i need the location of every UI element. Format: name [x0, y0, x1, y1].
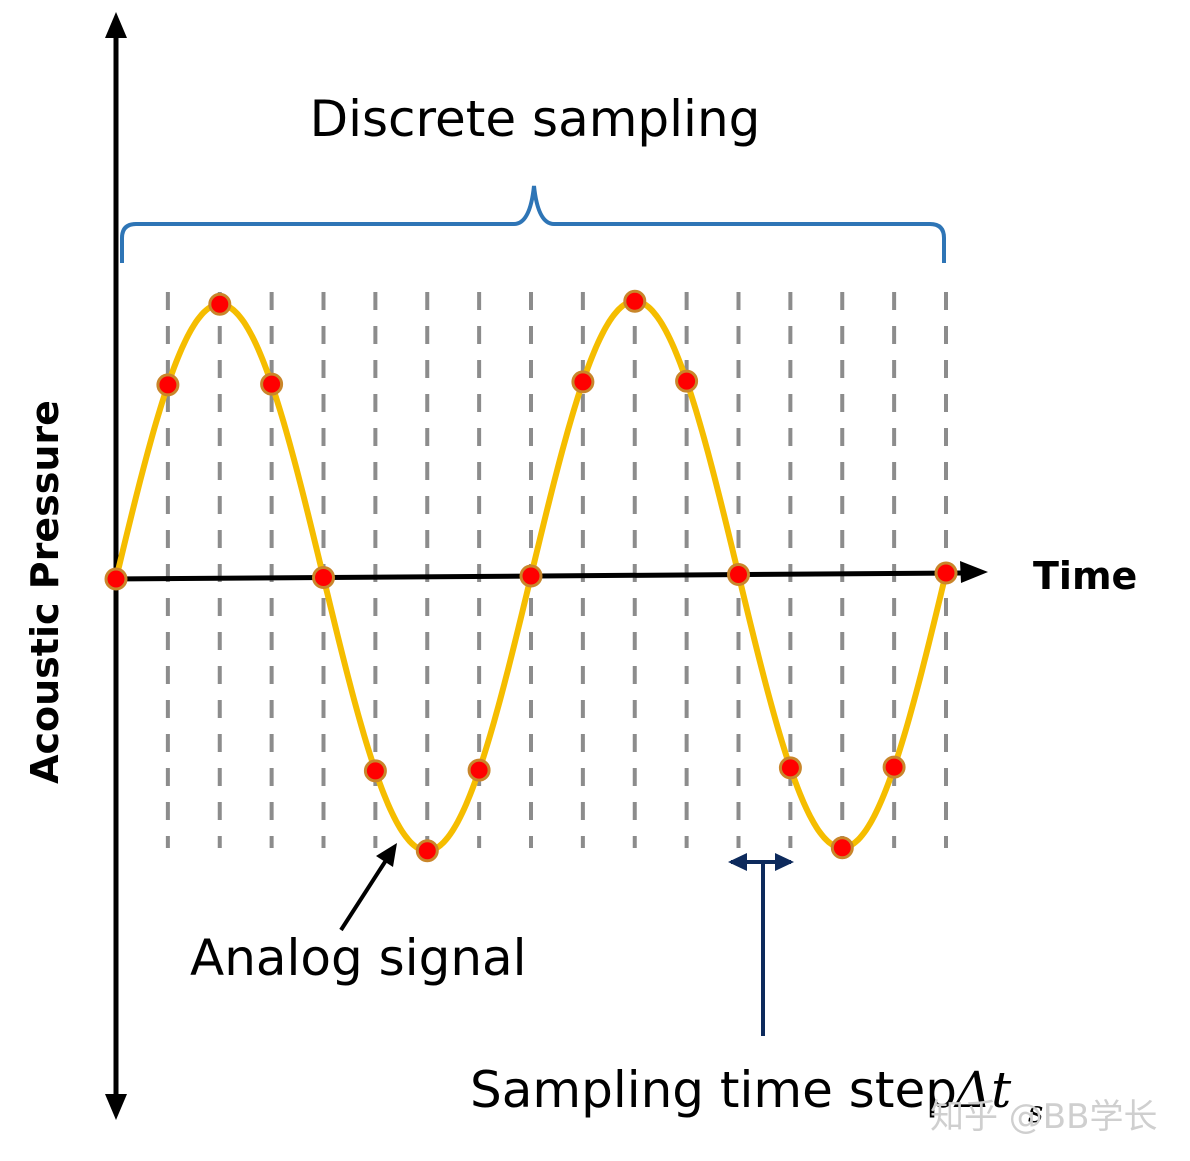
- sample-point: [571, 370, 595, 394]
- sample-point: [519, 564, 543, 588]
- sampling-step-symbol: Δt: [953, 1061, 1012, 1119]
- y-axis: [105, 12, 127, 1120]
- sample-point: [882, 755, 906, 779]
- sampling-grid: [165, 292, 948, 848]
- diagram-title: Discrete sampling: [310, 90, 761, 148]
- sample-point: [830, 836, 854, 860]
- sample-point: [623, 289, 647, 313]
- sample-point: [312, 566, 335, 589]
- sample-point: [727, 563, 750, 586]
- sampling-time-step-label: Sampling time step: [470, 1061, 957, 1119]
- sample-point: [104, 567, 128, 591]
- y-axis-arrow-down: [105, 1094, 127, 1120]
- x-axis-label: Time: [1033, 554, 1137, 598]
- analog-signal-pointer: [339, 849, 394, 932]
- sampling-step-subscript: s: [1028, 1095, 1043, 1130]
- sample-point: [156, 373, 180, 397]
- discrete-sampling-brace: [120, 185, 946, 263]
- y-axis-label: Acoustic Pressure: [23, 400, 67, 784]
- sample-point: [415, 839, 439, 863]
- sample-point: [934, 561, 958, 585]
- sampling-step-marker: [728, 853, 794, 1036]
- sample-point: [675, 369, 699, 393]
- analog-signal-pointer-head: [376, 843, 397, 867]
- sample-point: [363, 759, 387, 783]
- sample-point: [778, 756, 802, 780]
- analog-signal-label: Analog signal: [190, 929, 527, 987]
- sample-points: [104, 289, 958, 863]
- sample-point: [260, 372, 284, 396]
- y-axis-arrow-up: [105, 12, 127, 38]
- sample-point: [208, 292, 232, 316]
- step-arrow-left-icon: [728, 853, 747, 871]
- x-axis-arrow: [960, 561, 988, 583]
- sample-point: [467, 758, 491, 782]
- watermark: 知乎 @BB学长: [930, 1097, 1157, 1137]
- x-axis: [115, 561, 988, 583]
- step-arrow-right-icon: [775, 853, 794, 871]
